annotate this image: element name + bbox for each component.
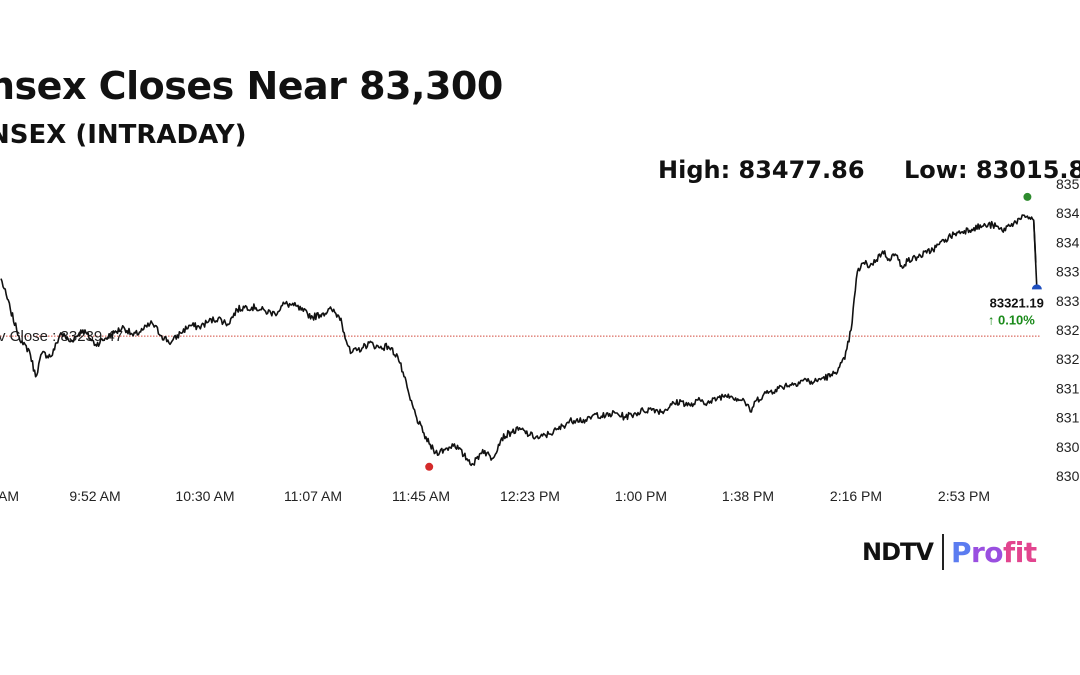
high-label: High: 83477.86	[658, 156, 865, 184]
x-tick-label: 2:16 PM	[830, 488, 882, 504]
low-label: Low: 83015.8	[904, 156, 1080, 184]
last-change-label: ↑ 0.10%	[988, 312, 1035, 327]
ndtv-logo-text: NDTV	[862, 538, 934, 566]
x-tick-label: 11:45 AM	[392, 488, 450, 504]
page-title: nsex Closes Near 83,300	[0, 64, 503, 108]
y-tick-label: 830	[1056, 439, 1080, 455]
chart-subtitle: NSEX (INTRADAY)	[0, 120, 247, 150]
x-tick-label: 10:30 AM	[175, 488, 234, 504]
y-tick-label: 831	[1056, 380, 1080, 396]
brand-logo: NDTV Profit	[862, 532, 1037, 572]
y-tick-label: 833	[1056, 264, 1080, 280]
y-tick-label: 832	[1056, 322, 1080, 338]
x-tick-label: 11:07 AM	[284, 488, 342, 504]
y-tick-label: 830	[1056, 468, 1080, 484]
x-tick-label: 12:23 PM	[500, 488, 560, 504]
y-axis: 835 834 834 833 833 832 832 831 831 830 830	[1056, 176, 1080, 484]
y-tick-label: 831	[1056, 410, 1080, 426]
y-tick-label: 833	[1056, 293, 1080, 309]
x-tick-label: 1:00 PM	[615, 488, 667, 504]
x-tick-label: AM	[0, 488, 19, 504]
x-tick-label: 1:38 PM	[722, 488, 774, 504]
x-axis: AM 9:52 AM 10:30 AM 11:07 AM 11:45 AM 12:23 P…	[0, 488, 990, 504]
low-marker	[425, 462, 434, 471]
y-tick-label: 834	[1056, 205, 1080, 221]
brand-divider	[941, 534, 944, 570]
high-marker	[1023, 192, 1032, 201]
profit-logo-text: Profit	[950, 535, 1037, 569]
y-tick-label: 835	[1056, 176, 1080, 192]
y-tick-label: 832	[1056, 351, 1080, 367]
last-value-label: 83321.19	[990, 295, 1044, 310]
close-drop-line	[1032, 220, 1038, 289]
y-tick-label: 834	[1056, 234, 1080, 250]
x-tick-label: 9:52 AM	[69, 488, 120, 504]
series-line	[0, 214, 1037, 467]
last-value-marker	[1031, 284, 1042, 290]
x-tick-label: 2:53 PM	[938, 488, 990, 504]
